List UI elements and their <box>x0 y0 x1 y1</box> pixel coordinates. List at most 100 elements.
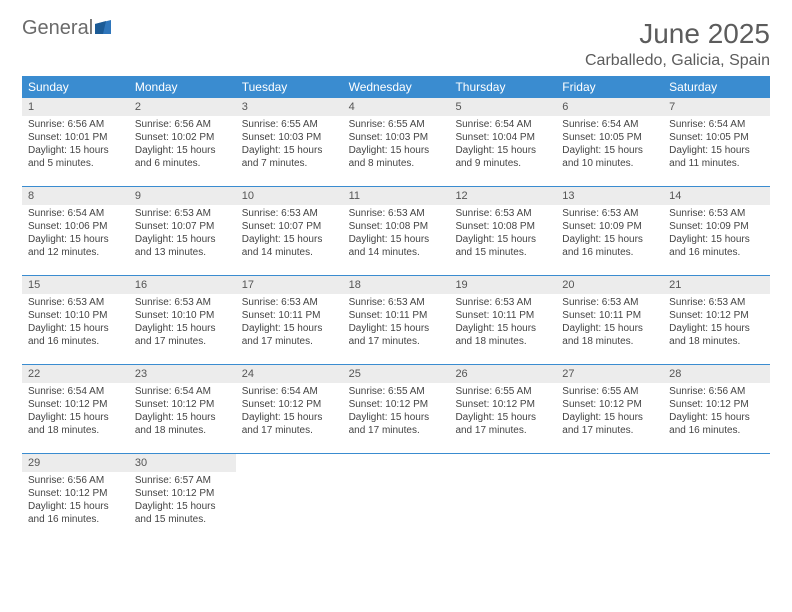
sunrise-line: Sunrise: 6:53 AM <box>28 296 123 309</box>
sunset-line: Sunset: 10:11 PM <box>349 309 444 322</box>
day-body: Sunrise: 6:53 AMSunset: 10:08 PMDaylight… <box>449 205 556 265</box>
sunset-line: Sunset: 10:01 PM <box>28 131 123 144</box>
sunrise-line: Sunrise: 6:55 AM <box>349 385 444 398</box>
day-body: Sunrise: 6:53 AMSunset: 10:10 PMDaylight… <box>22 294 129 354</box>
day-body: Sunrise: 6:56 AMSunset: 10:01 PMDaylight… <box>22 116 129 176</box>
daylight-line: Daylight: 15 hours and 17 minutes. <box>135 322 230 348</box>
day-cell: 3Sunrise: 6:55 AMSunset: 10:03 PMDayligh… <box>236 98 343 186</box>
daylight-line: Daylight: 15 hours and 18 minutes. <box>562 322 657 348</box>
day-body: Sunrise: 6:53 AMSunset: 10:08 PMDaylight… <box>343 205 450 265</box>
sunset-line: Sunset: 10:12 PM <box>28 487 123 500</box>
sunrise-line: Sunrise: 6:53 AM <box>669 207 764 220</box>
sunset-line: Sunset: 10:03 PM <box>242 131 337 144</box>
daylight-line: Daylight: 15 hours and 17 minutes. <box>242 322 337 348</box>
day-body: Sunrise: 6:54 AMSunset: 10:05 PMDaylight… <box>556 116 663 176</box>
sunrise-line: Sunrise: 6:54 AM <box>135 385 230 398</box>
week-row: 15Sunrise: 6:53 AMSunset: 10:10 PMDaylig… <box>22 276 770 365</box>
sunrise-line: Sunrise: 6:53 AM <box>242 207 337 220</box>
day-body: Sunrise: 6:56 AMSunset: 10:02 PMDaylight… <box>129 116 236 176</box>
daylight-line: Daylight: 15 hours and 17 minutes. <box>455 411 550 437</box>
empty-cell <box>343 454 450 542</box>
logo-text-general: General <box>22 18 93 38</box>
sunset-line: Sunset: 10:03 PM <box>349 131 444 144</box>
sunrise-line: Sunrise: 6:56 AM <box>28 474 123 487</box>
day-body: Sunrise: 6:56 AMSunset: 10:12 PMDaylight… <box>22 472 129 532</box>
day-body: Sunrise: 6:54 AMSunset: 10:04 PMDaylight… <box>449 116 556 176</box>
sunrise-line: Sunrise: 6:53 AM <box>135 296 230 309</box>
day-body: Sunrise: 6:53 AMSunset: 10:10 PMDaylight… <box>129 294 236 354</box>
sunrise-line: Sunrise: 6:54 AM <box>242 385 337 398</box>
day-number: 21 <box>663 276 770 294</box>
day-number: 3 <box>236 98 343 116</box>
day-cell: 2Sunrise: 6:56 AMSunset: 10:02 PMDayligh… <box>129 98 236 186</box>
week-row: 8Sunrise: 6:54 AMSunset: 10:06 PMDayligh… <box>22 187 770 276</box>
month-title: June 2025 <box>585 18 770 50</box>
sunrise-line: Sunrise: 6:53 AM <box>455 296 550 309</box>
day-cell: 22Sunrise: 6:54 AMSunset: 10:12 PMDaylig… <box>22 365 129 453</box>
day-number: 29 <box>22 454 129 472</box>
day-body: Sunrise: 6:53 AMSunset: 10:07 PMDaylight… <box>236 205 343 265</box>
day-body: Sunrise: 6:53 AMSunset: 10:11 PMDaylight… <box>449 294 556 354</box>
day-number: 26 <box>449 365 556 383</box>
sunrise-line: Sunrise: 6:53 AM <box>349 296 444 309</box>
day-header: Saturday <box>663 76 770 98</box>
daylight-line: Daylight: 15 hours and 17 minutes. <box>562 411 657 437</box>
logo-block: General Blue <box>22 18 111 58</box>
day-number: 13 <box>556 187 663 205</box>
day-body: Sunrise: 6:53 AMSunset: 10:11 PMDaylight… <box>236 294 343 354</box>
day-number <box>663 454 770 472</box>
day-number <box>556 454 663 472</box>
day-cell: 17Sunrise: 6:53 AMSunset: 10:11 PMDaylig… <box>236 276 343 364</box>
calendar-page: General Blue June 2025 Carballedo, Galic… <box>0 0 792 542</box>
day-body: Sunrise: 6:56 AMSunset: 10:12 PMDaylight… <box>663 383 770 443</box>
title-block: June 2025 Carballedo, Galicia, Spain <box>585 18 770 70</box>
day-number: 9 <box>129 187 236 205</box>
sunset-line: Sunset: 10:12 PM <box>562 398 657 411</box>
day-body: Sunrise: 6:55 AMSunset: 10:12 PMDaylight… <box>343 383 450 443</box>
daylight-line: Daylight: 15 hours and 18 minutes. <box>455 322 550 348</box>
day-cell: 1Sunrise: 6:56 AMSunset: 10:01 PMDayligh… <box>22 98 129 186</box>
day-header: Tuesday <box>236 76 343 98</box>
daylight-line: Daylight: 15 hours and 11 minutes. <box>669 144 764 170</box>
sunrise-line: Sunrise: 6:54 AM <box>455 118 550 131</box>
day-body: Sunrise: 6:53 AMSunset: 10:09 PMDaylight… <box>663 205 770 265</box>
daylight-line: Daylight: 15 hours and 9 minutes. <box>455 144 550 170</box>
sunset-line: Sunset: 10:10 PM <box>135 309 230 322</box>
daylight-line: Daylight: 15 hours and 18 minutes. <box>28 411 123 437</box>
sunrise-line: Sunrise: 6:53 AM <box>135 207 230 220</box>
daylight-line: Daylight: 15 hours and 5 minutes. <box>28 144 123 170</box>
sunrise-line: Sunrise: 6:54 AM <box>669 118 764 131</box>
day-body: Sunrise: 6:54 AMSunset: 10:12 PMDaylight… <box>22 383 129 443</box>
sunset-line: Sunset: 10:09 PM <box>562 220 657 233</box>
daylight-line: Daylight: 15 hours and 13 minutes. <box>135 233 230 259</box>
sunset-line: Sunset: 10:05 PM <box>562 131 657 144</box>
daylight-line: Daylight: 15 hours and 12 minutes. <box>28 233 123 259</box>
day-cell: 16Sunrise: 6:53 AMSunset: 10:10 PMDaylig… <box>129 276 236 364</box>
day-cell: 9Sunrise: 6:53 AMSunset: 10:07 PMDayligh… <box>129 187 236 275</box>
sunset-line: Sunset: 10:12 PM <box>28 398 123 411</box>
day-header: Monday <box>129 76 236 98</box>
day-cell: 14Sunrise: 6:53 AMSunset: 10:09 PMDaylig… <box>663 187 770 275</box>
daylight-line: Daylight: 15 hours and 17 minutes. <box>349 411 444 437</box>
day-body: Sunrise: 6:53 AMSunset: 10:07 PMDaylight… <box>129 205 236 265</box>
empty-cell <box>236 454 343 542</box>
location: Carballedo, Galicia, Spain <box>585 52 770 70</box>
sunset-line: Sunset: 10:10 PM <box>28 309 123 322</box>
day-header-row: SundayMondayTuesdayWednesdayThursdayFrid… <box>22 76 770 98</box>
day-body: Sunrise: 6:53 AMSunset: 10:09 PMDaylight… <box>556 205 663 265</box>
day-number: 27 <box>556 365 663 383</box>
day-number: 15 <box>22 276 129 294</box>
day-cell: 15Sunrise: 6:53 AMSunset: 10:10 PMDaylig… <box>22 276 129 364</box>
day-header: Wednesday <box>343 76 450 98</box>
sunset-line: Sunset: 10:12 PM <box>242 398 337 411</box>
day-body: Sunrise: 6:53 AMSunset: 10:11 PMDaylight… <box>343 294 450 354</box>
daylight-line: Daylight: 15 hours and 17 minutes. <box>349 322 444 348</box>
logo: General Blue <box>22 18 111 58</box>
logo-flag-icon <box>95 20 111 34</box>
daylight-line: Daylight: 15 hours and 16 minutes. <box>669 233 764 259</box>
day-number: 2 <box>129 98 236 116</box>
day-cell: 24Sunrise: 6:54 AMSunset: 10:12 PMDaylig… <box>236 365 343 453</box>
day-body: Sunrise: 6:55 AMSunset: 10:12 PMDaylight… <box>449 383 556 443</box>
sunrise-line: Sunrise: 6:56 AM <box>28 118 123 131</box>
daylight-line: Daylight: 15 hours and 18 minutes. <box>135 411 230 437</box>
